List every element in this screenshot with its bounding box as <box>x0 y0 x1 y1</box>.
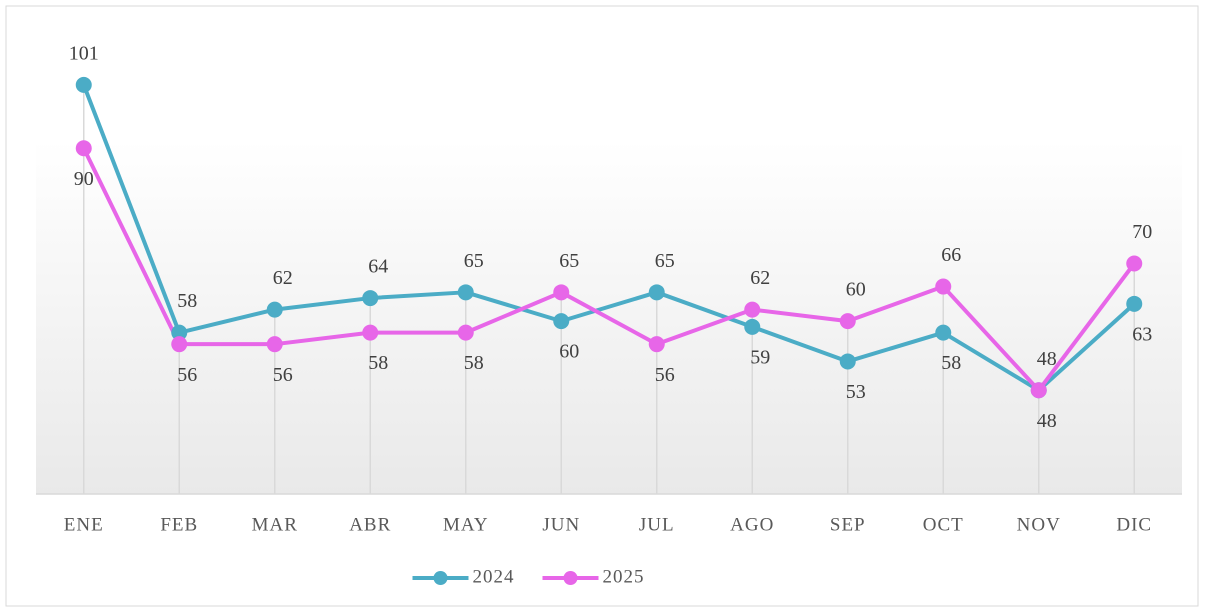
data-label: 56 <box>655 364 675 386</box>
x-tick-label: FEB <box>160 514 198 535</box>
data-point <box>171 336 188 353</box>
data-label: 58 <box>368 352 388 374</box>
x-tick-label: ENE <box>64 514 104 535</box>
x-tick-label: SEP <box>830 514 866 535</box>
data-point <box>553 284 570 301</box>
data-label: 62 <box>750 267 770 289</box>
data-point <box>457 284 474 301</box>
legend-marker <box>563 571 578 585</box>
data-label: 62 <box>273 267 293 289</box>
x-tick-label: NOV <box>1017 514 1061 535</box>
data-label: 56 <box>273 364 293 386</box>
data-label: 56 <box>177 364 197 386</box>
data-label: 60 <box>846 279 866 301</box>
data-label: 101 <box>69 42 99 64</box>
data-point <box>648 336 665 353</box>
data-label: 48 <box>1037 410 1057 432</box>
data-label: 58 <box>464 352 484 374</box>
data-point <box>1126 255 1143 272</box>
series-line <box>81 147 1136 393</box>
data-label: 65 <box>559 250 579 272</box>
data-point <box>1030 382 1047 399</box>
x-tick-label: JUL <box>639 514 675 535</box>
data-label: 63 <box>1132 323 1152 345</box>
x-tick-label: JUN <box>542 514 580 535</box>
data-point <box>935 278 952 295</box>
data-point <box>553 313 570 330</box>
data-label: 64 <box>368 256 388 278</box>
data-point <box>171 324 188 341</box>
data-point <box>362 324 379 341</box>
data-point <box>457 324 474 341</box>
data-label: 58 <box>941 352 961 374</box>
data-label: 59 <box>750 346 770 368</box>
data-label: 66 <box>941 244 961 266</box>
data-point <box>1126 295 1143 312</box>
data-point <box>362 290 379 307</box>
data-label: 58 <box>177 290 197 312</box>
data-point <box>744 301 761 318</box>
legend-label: 2025 <box>603 566 645 587</box>
data-point <box>648 284 665 301</box>
x-tick-label: AGO <box>730 514 774 535</box>
data-point <box>75 140 92 157</box>
x-tick-label: ABR <box>349 514 391 535</box>
x-tick-label: DIC <box>1116 514 1152 535</box>
series-line <box>81 84 1136 393</box>
data-label: 60 <box>559 341 579 363</box>
x-tick-label: OCT <box>923 514 964 535</box>
data-point <box>744 318 761 335</box>
data-label: 70 <box>1132 221 1152 243</box>
data-point <box>75 76 92 93</box>
data-label: 90 <box>74 168 94 190</box>
legend-label: 2024 <box>473 566 515 587</box>
data-point <box>266 336 283 353</box>
data-label: 48 <box>1037 348 1057 370</box>
data-point <box>839 313 856 330</box>
x-tick-label: MAY <box>443 514 489 535</box>
x-tick-label: MAR <box>252 514 298 535</box>
data-point <box>839 353 856 370</box>
data-label: 65 <box>464 250 484 272</box>
legend-marker <box>433 571 448 585</box>
data-point <box>935 324 952 341</box>
data-label: 65 <box>655 250 675 272</box>
data-label: 53 <box>846 381 866 403</box>
data-point <box>266 301 283 318</box>
